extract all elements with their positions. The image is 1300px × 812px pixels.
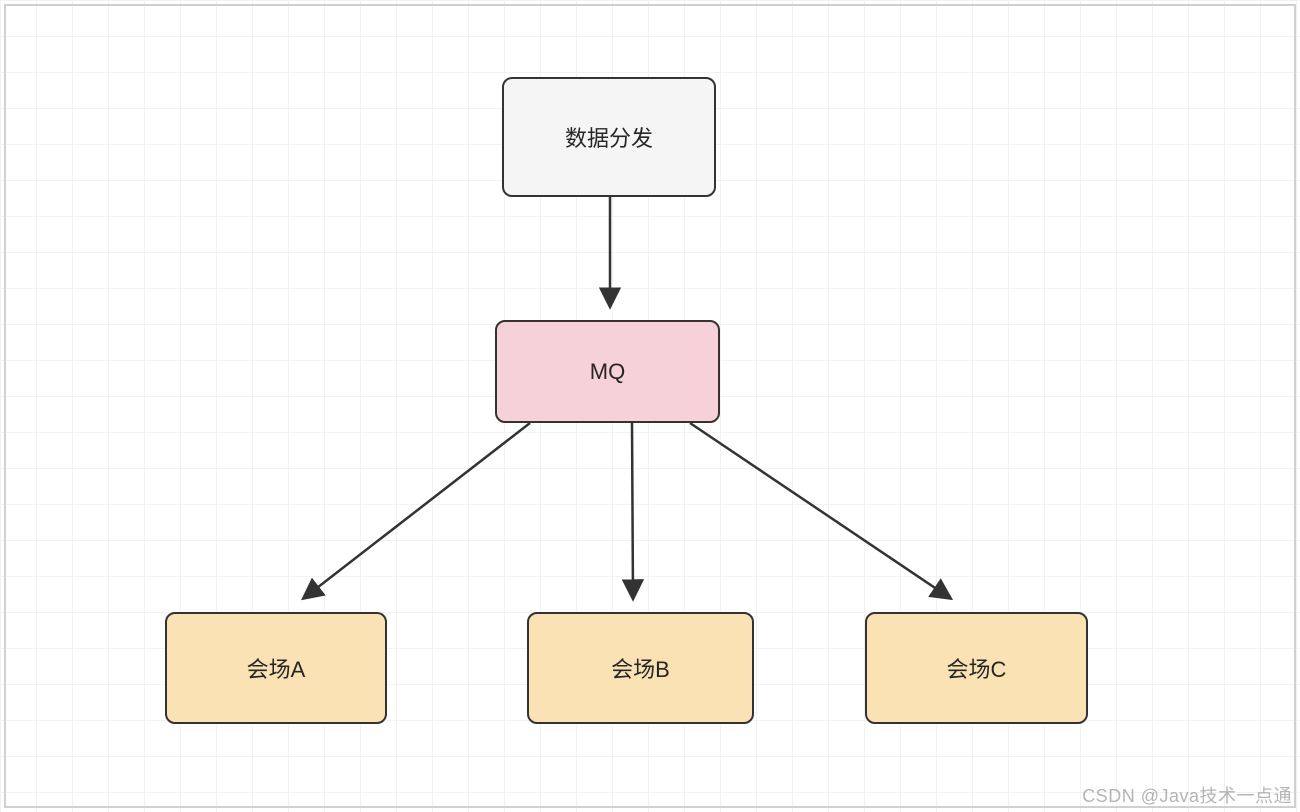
node-label: MQ bbox=[590, 359, 625, 385]
node-label: 会场B bbox=[611, 652, 670, 684]
node-mq: MQ bbox=[495, 320, 720, 423]
node-label: 数据分发 bbox=[565, 121, 653, 153]
watermark: CSDN @Java技术一点通 bbox=[1082, 782, 1292, 808]
node-dist: 数据分发 bbox=[502, 77, 716, 197]
node-label: 会场C bbox=[947, 652, 1007, 684]
node-venueB: 会场B bbox=[527, 612, 754, 724]
node-label: 会场A bbox=[247, 652, 306, 684]
node-venueA: 会场A bbox=[165, 612, 387, 724]
node-venueC: 会场C bbox=[865, 612, 1088, 724]
